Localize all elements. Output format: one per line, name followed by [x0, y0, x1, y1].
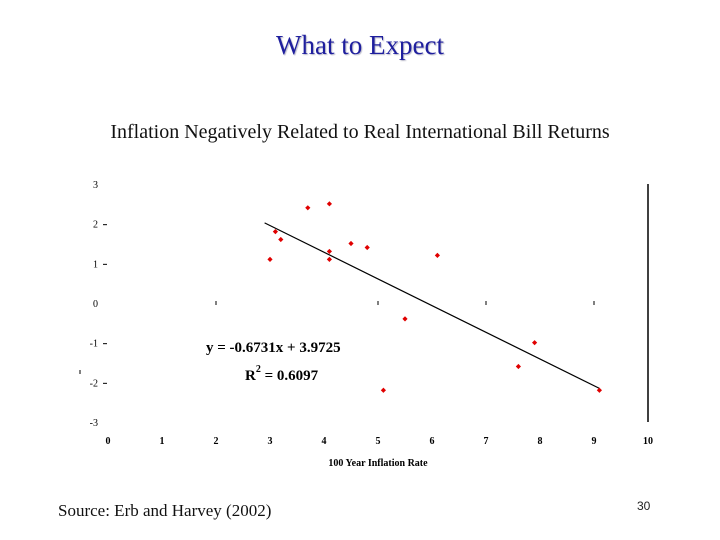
y-tick-label: 0 [93, 299, 98, 310]
data-point [267, 256, 273, 262]
trendline [264, 222, 600, 389]
x-tick-label: 5 [376, 436, 381, 447]
points-group [267, 201, 602, 393]
data-point [364, 244, 370, 251]
data-point [348, 240, 354, 247]
y-axis: 3 2 1 0 -1 -2 -3 [90, 180, 107, 429]
trendline-group [264, 222, 600, 389]
y-tick-label: 3 [93, 180, 98, 191]
y-tick-label: 2 [93, 220, 98, 231]
x-tick-label: 4 [322, 436, 327, 447]
x-tick-label: 0 [106, 436, 111, 447]
data-point [380, 387, 386, 393]
data-point [326, 248, 332, 255]
data-point [596, 387, 602, 393]
slide-subtitle: Inflation Negatively Related to Real Int… [110, 121, 610, 143]
x-tick-label: 9 [592, 436, 597, 447]
x-tick-label: 3 [268, 436, 273, 447]
data-point [278, 236, 284, 243]
r-squared-label: R2 = 0.6097 [245, 364, 319, 384]
data-point [272, 229, 278, 235]
x-tick-label: 7 [484, 436, 489, 447]
source-note: Source: Erb and Harvey (2002) [58, 501, 272, 520]
y-tick-label: 1 [93, 259, 98, 270]
r-squared-sup: 2 [256, 364, 261, 375]
y-tick-label: -3 [90, 418, 98, 429]
y-tick-label: -1 [90, 339, 98, 350]
x-tick-label: 6 [430, 436, 435, 447]
data-point [326, 201, 332, 207]
equation-label: y = -0.6731x + 3.9725 [206, 340, 341, 356]
data-point [434, 252, 440, 258]
slide-title: What to Expect [276, 30, 444, 60]
x-tick-label: 1 [160, 436, 165, 447]
x-tick-label: 2 [214, 436, 219, 447]
x-axis: 0 1 2 3 4 5 6 7 8 9 10 [106, 301, 653, 447]
x-axis-label: 100 Year Inflation Rate [328, 458, 428, 469]
r-squared-r: R [245, 368, 256, 384]
data-point [305, 205, 311, 211]
x-tick-label: 8 [538, 436, 543, 447]
data-point [532, 340, 538, 346]
x-tick-label: 10 [643, 436, 653, 447]
data-point [515, 363, 521, 370]
data-point [402, 316, 408, 322]
y-tick-label: -2 [90, 378, 98, 389]
r-squared-value: = 0.6097 [261, 368, 319, 384]
data-point [326, 256, 332, 262]
page-number: 30 [637, 499, 651, 513]
